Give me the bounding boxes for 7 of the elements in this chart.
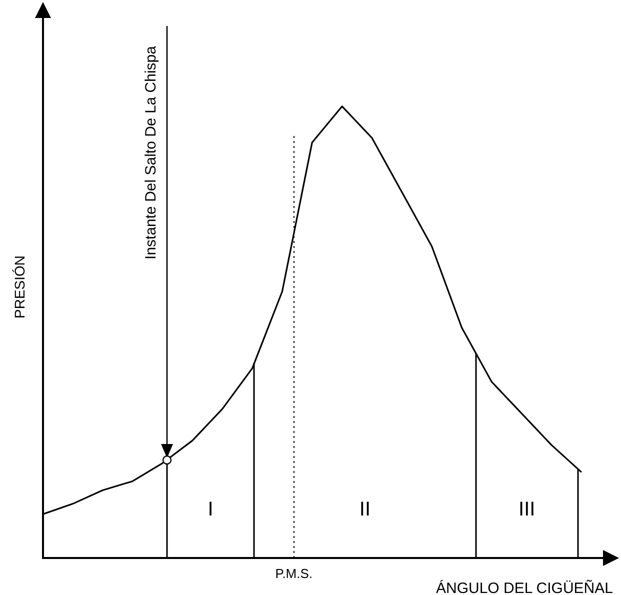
annotation: I xyxy=(208,498,214,521)
annotation: III xyxy=(518,498,536,521)
annotation: II xyxy=(359,498,371,521)
y-axis-title: PRESIÓN xyxy=(11,255,28,319)
x-axis-title: ÁNGULO DEL CIGÜEÑAL xyxy=(436,580,613,595)
text: P.M.S. xyxy=(275,566,313,582)
annotation: Instante Del Salto De La Chispa xyxy=(142,45,160,260)
